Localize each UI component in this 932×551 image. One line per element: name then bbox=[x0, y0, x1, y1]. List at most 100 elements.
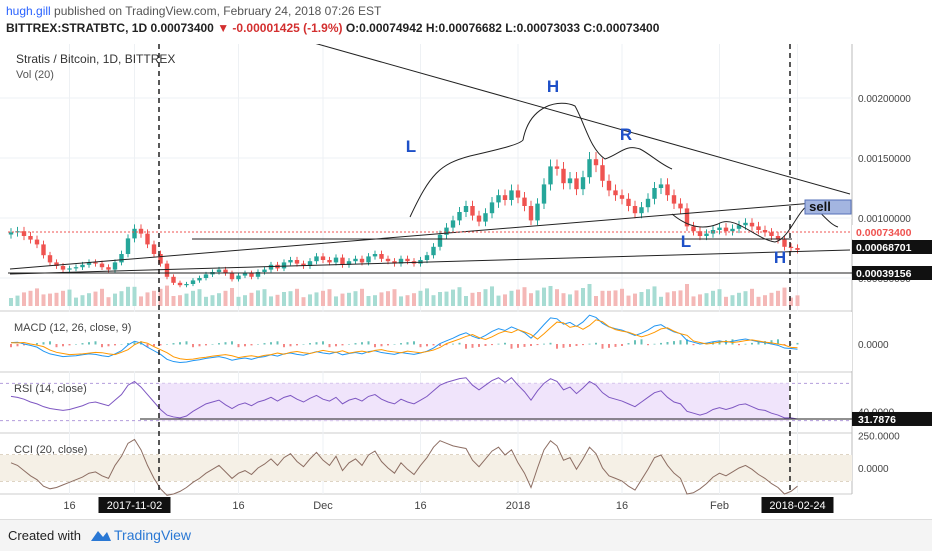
macd-histogram-bar bbox=[556, 344, 558, 349]
cci-pane-title: CCI (20, close) bbox=[14, 444, 87, 456]
volume-bar bbox=[522, 287, 527, 306]
macd-histogram-bar bbox=[673, 341, 675, 345]
candle-body bbox=[184, 284, 189, 286]
volume-bar bbox=[184, 293, 189, 306]
macd-histogram-bar bbox=[393, 344, 396, 345]
candle-body bbox=[795, 248, 800, 250]
candle-body bbox=[54, 262, 59, 266]
macd-tick-label: 0.0000 bbox=[858, 340, 889, 351]
candle-body bbox=[203, 274, 209, 278]
volume-bar bbox=[165, 285, 169, 306]
volume-bar bbox=[314, 292, 319, 306]
macd-histogram-bar bbox=[653, 343, 656, 345]
volume-bar bbox=[717, 289, 722, 306]
time-marker-bg bbox=[98, 497, 171, 513]
volume-bar bbox=[22, 292, 26, 306]
price-tick-label: 0.00150000 bbox=[858, 154, 911, 165]
volume-bar bbox=[366, 296, 371, 306]
candle-body bbox=[587, 159, 592, 178]
volume-bar bbox=[529, 293, 533, 306]
trend-line-descending bbox=[281, 33, 851, 195]
candle-body bbox=[593, 159, 599, 166]
macd-histogram-bar bbox=[36, 343, 38, 345]
volume-bar bbox=[67, 289, 72, 306]
time-tick-label: 2017-11-02 bbox=[107, 500, 162, 512]
candle-body bbox=[190, 280, 196, 284]
macd-histogram-bar bbox=[205, 344, 207, 346]
macd-histogram-bar bbox=[790, 343, 792, 345]
created-with-text: Created with bbox=[8, 528, 81, 543]
volume-bar bbox=[737, 292, 741, 306]
candle-body bbox=[684, 208, 690, 227]
time-tick-label: 16 bbox=[232, 500, 244, 512]
volume-bar bbox=[80, 295, 85, 306]
candle-body bbox=[476, 215, 482, 222]
volume-bar bbox=[626, 295, 631, 306]
candle-body bbox=[788, 246, 794, 248]
volume-bar bbox=[789, 297, 793, 306]
volume-bar bbox=[535, 290, 540, 306]
volume-bar bbox=[197, 289, 202, 306]
macd-pane-title: MACD (12, 26, close, 9) bbox=[14, 322, 131, 334]
macd-histogram-bar bbox=[283, 344, 285, 348]
macd-histogram-bar bbox=[42, 342, 45, 345]
volume-bar bbox=[639, 292, 644, 306]
pattern-annotation-3: L bbox=[681, 232, 691, 251]
volume-bar bbox=[223, 290, 228, 306]
macd-histogram-bar bbox=[153, 344, 155, 347]
candle-body bbox=[327, 260, 332, 263]
tradingview-brand[interactable]: TradingView bbox=[114, 527, 192, 543]
volume-bar bbox=[48, 293, 52, 306]
macd-histogram-bar bbox=[692, 344, 695, 346]
chart-area[interactable]: 0.002000000.001500000.001000000.00050000… bbox=[0, 33, 932, 519]
macd-histogram-bar bbox=[549, 342, 552, 345]
volume-bar bbox=[483, 289, 488, 306]
volume-bar bbox=[412, 293, 416, 306]
candle-body bbox=[509, 190, 514, 200]
macd-histogram-bar bbox=[309, 343, 311, 345]
volume-bar bbox=[438, 292, 442, 306]
pattern-annotation-1: H bbox=[547, 77, 559, 96]
macd-histogram-bar bbox=[101, 344, 103, 348]
candle-body bbox=[288, 260, 293, 263]
candle-body bbox=[444, 227, 449, 235]
volume-bar bbox=[594, 296, 598, 306]
macd-histogram-bar bbox=[569, 344, 571, 347]
macd-histogram-bar bbox=[107, 344, 110, 347]
chart-svg[interactable]: 0.002000000.001500000.001000000.00050000… bbox=[0, 33, 932, 519]
macd-histogram-bar bbox=[192, 344, 194, 348]
macd-histogram-bar bbox=[465, 344, 467, 349]
macd-histogram-bar bbox=[322, 341, 324, 345]
candle-body bbox=[80, 264, 85, 268]
volume-bar bbox=[763, 295, 767, 306]
author-link[interactable]: hugh.gill bbox=[6, 4, 51, 18]
candle-body bbox=[561, 168, 566, 184]
candle-body bbox=[671, 195, 677, 204]
candle-body bbox=[665, 184, 670, 196]
candle-body bbox=[528, 206, 534, 221]
candle-body bbox=[262, 269, 267, 272]
candle-body bbox=[691, 226, 696, 232]
price-axis: 0.002000000.001500000.001000000.00050000… bbox=[852, 94, 932, 475]
volume-bar bbox=[659, 296, 663, 306]
price-change: ▼ -0.00001425 (-1.9%) bbox=[217, 21, 343, 35]
grid bbox=[0, 44, 853, 495]
macd-histogram-bar bbox=[660, 342, 662, 345]
candle-body bbox=[769, 232, 774, 236]
macd-histogram-bar bbox=[289, 344, 292, 347]
sell-zone bbox=[804, 199, 852, 215]
candle-body bbox=[132, 228, 137, 239]
candle-body bbox=[86, 262, 92, 265]
macd-histogram-bar bbox=[231, 341, 233, 345]
macd-histogram-bar bbox=[367, 341, 370, 345]
candle-body bbox=[294, 260, 300, 264]
macd-histogram-bar bbox=[172, 343, 175, 345]
macd-histogram-bar bbox=[582, 344, 584, 346]
volume-bar bbox=[399, 296, 403, 306]
pattern-annotation-5: sell bbox=[809, 199, 831, 214]
candle-body bbox=[424, 255, 430, 260]
volume-bar bbox=[581, 288, 585, 306]
volume-bar bbox=[347, 292, 351, 306]
pattern-annotation-4: H bbox=[774, 248, 786, 267]
macd-histogram-bar bbox=[380, 344, 383, 347]
